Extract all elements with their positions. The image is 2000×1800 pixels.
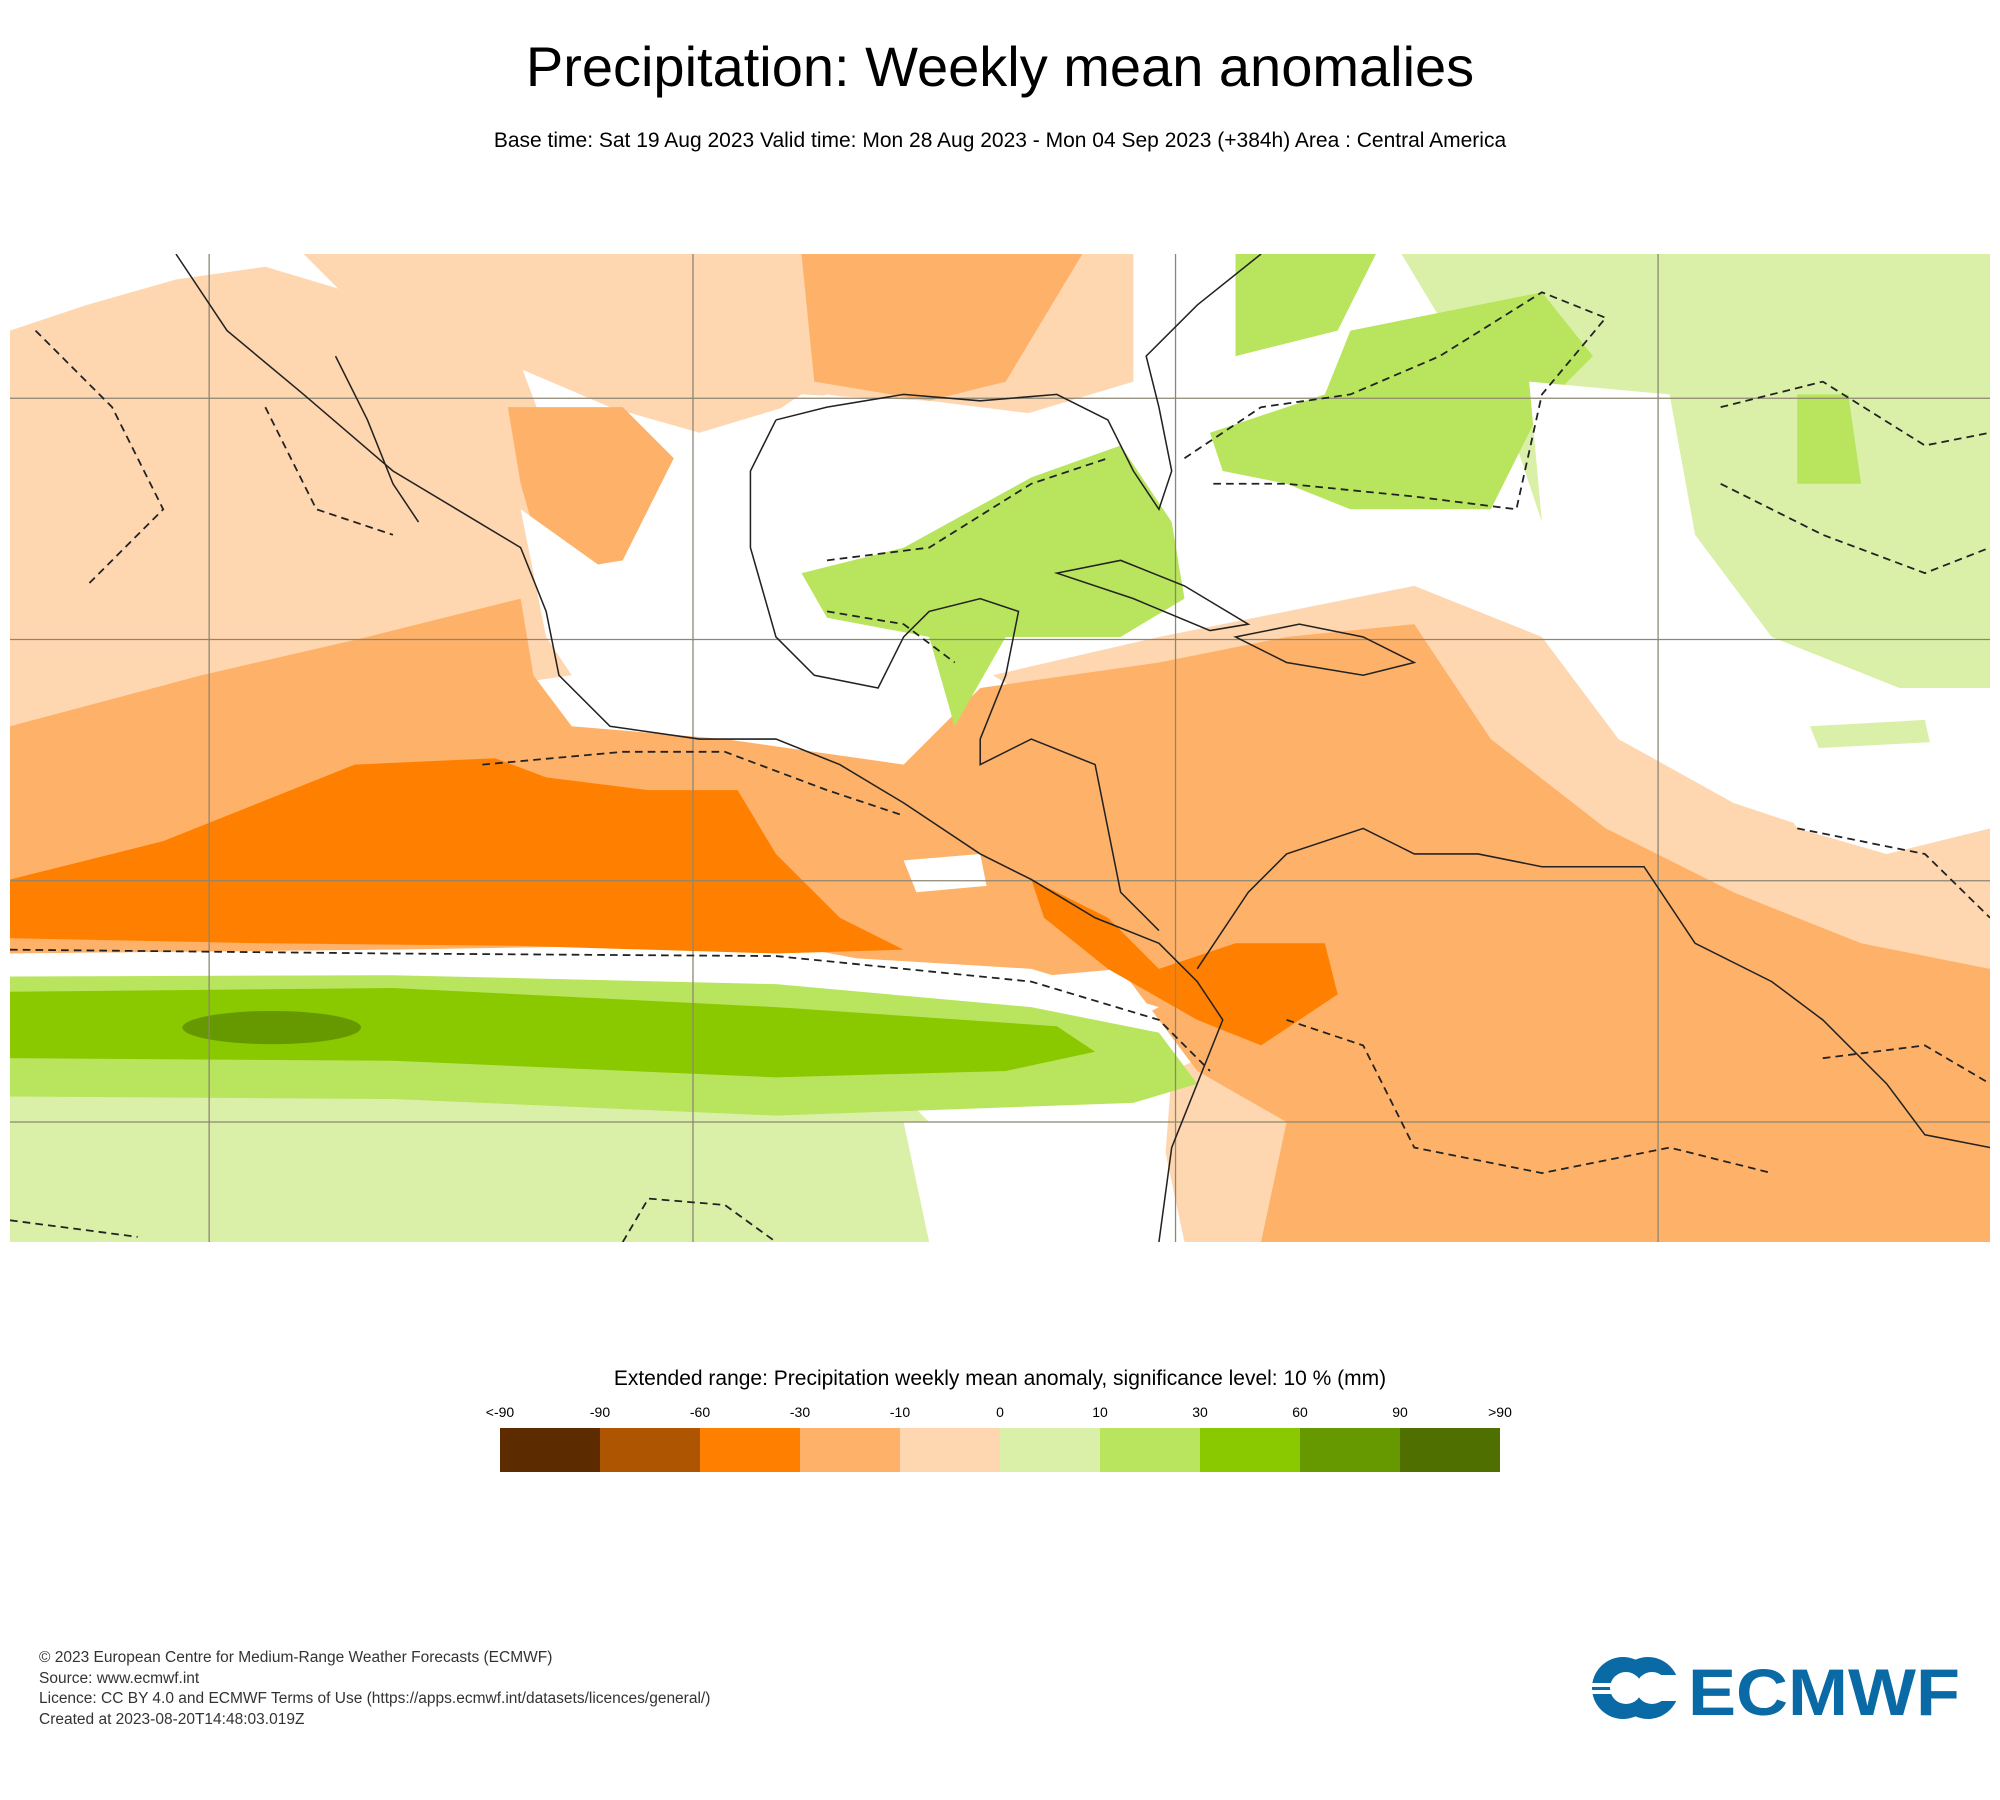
legend-tick: >90 (1488, 1404, 1512, 1420)
ecmwf-logo: ECMWF (1590, 1655, 1960, 1721)
legend-tick: 60 (1292, 1404, 1308, 1420)
legend-swatch (1000, 1428, 1100, 1472)
legend-tick: 90 (1392, 1404, 1408, 1420)
footer-source: Source: www.ecmwf.int (39, 1669, 200, 1687)
anomaly-area-orange-main (10, 598, 1990, 1242)
footer-copyright: © 2023 European Centre for Medium-Range … (39, 1649, 553, 1666)
legend-swatch (600, 1428, 700, 1472)
legend-tick: <-90 (485, 1404, 515, 1420)
anomaly-area-dark-orange-panama (1031, 879, 1338, 1046)
anomaly-area-white-mid-atlantic (1529, 381, 1990, 854)
anomaly-area-light-green-gulf (801, 445, 1185, 727)
legend-color-bar (500, 1428, 1500, 1472)
anomaly-area-white-strip (10, 949, 1159, 1020)
legend-swatch (700, 1428, 800, 1472)
anomaly-area-white-mexico (520, 509, 725, 714)
anomaly-area-light-green-ne (1210, 254, 1862, 510)
legend-tick: 0 (996, 1404, 1004, 1420)
anomaly-area-dark-green-core (182, 1010, 362, 1045)
legend-tick: -10 (889, 1404, 911, 1420)
svg-text:ECMWF: ECMWF (1688, 1655, 1960, 1721)
anomaly-area-very-light-green-south (10, 1070, 955, 1242)
map-gridlines (10, 254, 1990, 1242)
legend-swatch (1400, 1428, 1500, 1472)
footer-created: Created at 2023-08-20T14:48:03.019Z (39, 1710, 305, 1728)
anomaly-area-white-gulf (724, 394, 1108, 637)
anomaly-area-white-colombia (903, 1122, 1185, 1242)
map-coastlines (175, 254, 1990, 1242)
legend-tick: -60 (689, 1404, 711, 1420)
anomaly-area-white-florida (1133, 254, 1236, 510)
anomaly-area-dark-orange-pacific (10, 758, 904, 954)
significance-contours (10, 291, 1990, 1242)
anomaly-area-orange-north (801, 254, 1083, 401)
legend-swatch (1100, 1428, 1200, 1472)
footer-credits: © 2023 European Centre for Medium-Range … (39, 1648, 710, 1730)
legend-tick: 30 (1192, 1404, 1208, 1420)
legend-swatch (500, 1428, 600, 1472)
legend-title: Extended range: Precipitation weekly mea… (613, 1367, 1387, 1390)
anomaly-area-light-peach-west (10, 266, 572, 727)
precipitation-anomaly-map (10, 254, 1990, 1242)
page-subtitle: Base time: Sat 19 Aug 2023 Valid time: M… (493, 129, 1507, 152)
legend-tick: -90 (589, 1404, 611, 1420)
legend-swatch (1300, 1428, 1400, 1472)
legend-tick: 10 (1092, 1404, 1108, 1420)
page-title: Precipitation: Weekly mean anomalies (525, 35, 1475, 98)
legend-swatch (900, 1428, 1000, 1472)
legend-swatch (800, 1428, 900, 1472)
legend-swatch (1200, 1428, 1300, 1472)
anomaly-area-green-band (10, 987, 1096, 1078)
anomaly-area-white-pocket (903, 853, 987, 893)
legend-tick: -30 (789, 1404, 811, 1420)
footer-licence: Licence: CC BY 4.0 and ECMWF Terms of Us… (39, 1690, 711, 1707)
